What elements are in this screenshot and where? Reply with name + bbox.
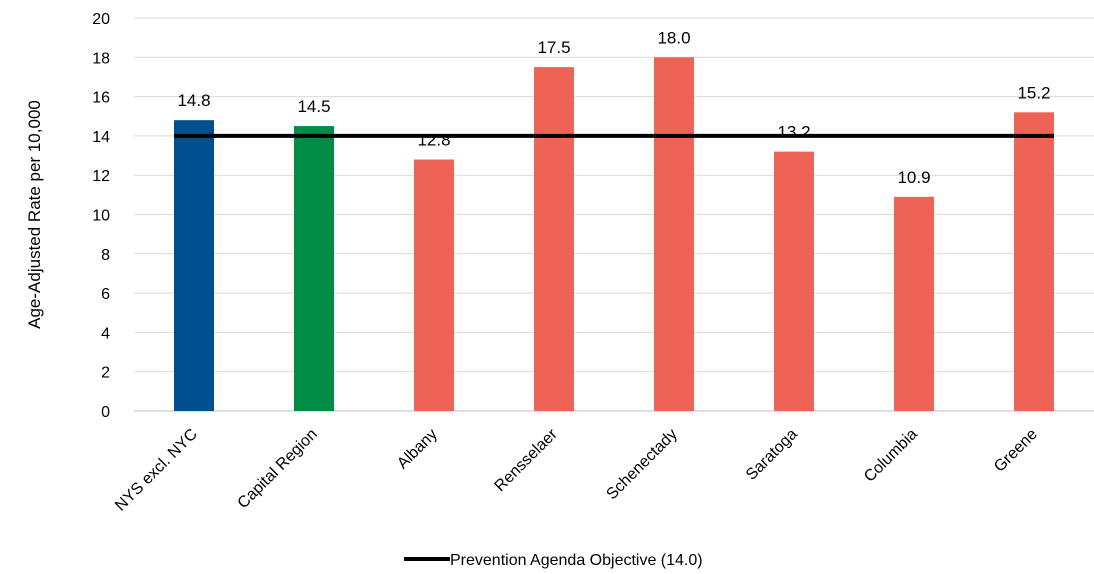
gridlines <box>134 17 1094 373</box>
data-label: 14.5 <box>297 97 330 116</box>
legend: Prevention Agenda Objective (14.0) <box>404 552 703 569</box>
x-tick-label: Rensselaer <box>492 425 562 495</box>
data-label: 15.2 <box>1017 83 1050 102</box>
y-tick-label: 18 <box>92 50 110 67</box>
y-tick-label: 20 <box>92 11 110 28</box>
bar <box>414 159 454 411</box>
bar <box>774 151 814 411</box>
y-tick-label: 12 <box>92 168 110 185</box>
y-tick-label: 16 <box>92 90 110 107</box>
y-tick-label: 6 <box>101 286 110 303</box>
data-label: 10.9 <box>897 168 930 187</box>
data-label: 12.8 <box>417 130 450 149</box>
x-axis-ticks: NYS excl. NYC Capital Region Albany Renssel… <box>112 425 1041 514</box>
x-tick-label: Schenectady <box>603 426 680 503</box>
bar <box>894 196 934 411</box>
x-tick-label: Greene <box>991 426 1041 476</box>
bar <box>654 57 694 412</box>
x-tick-label: NYS excl. NYC <box>112 426 201 515</box>
bar <box>294 126 334 411</box>
y-tick-label: 0 <box>101 404 110 421</box>
x-tick-label: Columbia <box>861 426 921 486</box>
y-tick-label: 2 <box>101 365 110 382</box>
bar <box>1014 112 1054 411</box>
y-axis-ticks: 0 2 4 6 8 10 12 14 16 18 20 <box>92 11 110 421</box>
data-label: 18.0 <box>657 28 690 47</box>
data-label: 13.2 <box>777 123 810 142</box>
y-tick-label: 4 <box>101 325 110 342</box>
data-label: 14.8 <box>177 91 210 110</box>
y-tick-label: 8 <box>101 247 110 264</box>
y-tick-label: 14 <box>92 129 110 146</box>
x-tick-label: Albany <box>394 426 441 473</box>
y-axis-title: Age-Adjusted Rate per 10,000 <box>25 100 44 329</box>
y-tick-label: 10 <box>92 208 110 225</box>
bars <box>174 57 1054 412</box>
data-label: 17.5 <box>537 38 570 57</box>
bar <box>174 120 214 412</box>
x-tick-label: Saratoga <box>743 426 801 484</box>
bar <box>534 67 574 411</box>
x-tick-label: Capital Region <box>235 426 321 512</box>
legend-label: Prevention Agenda Objective (14.0) <box>450 552 703 569</box>
